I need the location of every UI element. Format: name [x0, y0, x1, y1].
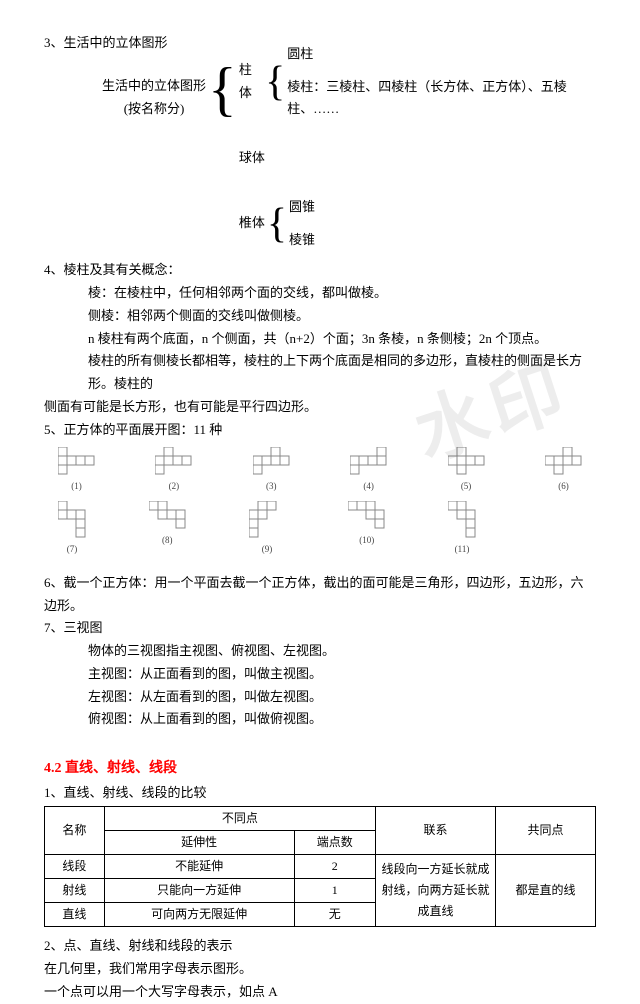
net-icon	[58, 447, 95, 475]
net-item: (4)	[350, 447, 387, 495]
sec42-t1: 1、直线、射线、线段的比较	[44, 782, 596, 805]
net-label: (7)	[67, 542, 78, 558]
net-item: (7)	[58, 501, 86, 558]
r1-ext: 不能延伸	[104, 855, 294, 879]
zhu-b: 棱柱：三棱柱、四棱柱（长方体、正方体）、五棱柱、……	[287, 76, 596, 122]
rel-cell: 线段向一方延长就成射线，向两方延长就成直线	[376, 855, 496, 927]
sec7-l4: 俯视图：从上面看到的图，叫做俯视图。	[44, 708, 596, 731]
r2-name: 射线	[45, 879, 105, 903]
com-cell: 都是直的线	[496, 855, 596, 927]
branch-qiu: 球体	[239, 147, 265, 170]
nets-row1: (1) (2) (3) (4) (5) (6)	[44, 441, 596, 495]
r3-ext: 可向两方无限延伸	[104, 903, 294, 927]
th-ext: 延伸性	[104, 831, 294, 855]
sec4-title: 4、棱柱及其有关概念：	[44, 259, 596, 282]
net-label: (6)	[558, 479, 569, 495]
net-icon	[348, 501, 385, 529]
th-rel: 联系	[376, 807, 496, 855]
sec6-title: 6、截一个正方体：用一个平面去截一个正方体，截出的面可能是三角形，四边形，五边形…	[44, 572, 596, 618]
net-item: (1)	[58, 447, 95, 495]
zhui-b: 棱锥	[289, 229, 315, 252]
th-name: 名称	[45, 807, 105, 855]
sec42-t4: 一个点可以用一个大写字母表示，如点 A	[44, 981, 596, 1004]
net-item: (8)	[149, 501, 186, 558]
brace-zhui: {	[265, 203, 289, 245]
net-item: (11)	[448, 501, 476, 558]
r2-ext: 只能向一方延伸	[104, 879, 294, 903]
net-item: (10)	[348, 501, 385, 558]
net-item: (5)	[448, 447, 485, 495]
net-icon	[155, 447, 192, 475]
brace-main: {	[206, 37, 239, 119]
net-item: (6)	[545, 447, 582, 495]
brace-zhu: {	[263, 61, 287, 103]
net-label: (2)	[169, 479, 180, 495]
net-item: (3)	[253, 447, 290, 495]
sec7-l2: 主视图：从正面看到的图，叫做主视图。	[44, 663, 596, 686]
th-end: 端点数	[294, 831, 375, 855]
branch-zhui: 椎体	[239, 212, 265, 235]
net-label: (4)	[363, 479, 374, 495]
net-icon	[448, 501, 476, 538]
net-icon	[58, 501, 86, 538]
tree-root: 生活中的立体图形 (按名称分)	[102, 37, 206, 121]
r3-end: 无	[294, 903, 375, 927]
th-com: 共同点	[496, 807, 596, 855]
net-label: (3)	[266, 479, 277, 495]
r3-name: 直线	[45, 903, 105, 927]
sec4-l1: 棱：在棱柱中，任何相邻两个面的交线，都叫做棱。	[44, 282, 596, 305]
sec4-l3: n 棱柱有两个底面，n 个侧面，共（n+2）个面；3n 条棱，n 条侧棱；2n …	[44, 328, 596, 351]
net-item: (9)	[249, 501, 286, 558]
net-icon	[149, 501, 186, 529]
sec4-l5: 侧面有可能是长方形，也有可能是平行四边形。	[44, 396, 596, 419]
branch-zhu: 柱体	[239, 59, 263, 105]
sec42-heading: 4.2 直线、射线、线段	[44, 757, 596, 782]
sec7-l3: 左视图：从左面看到的图，叫做左视图。	[44, 686, 596, 709]
zhu-a: 圆柱	[287, 43, 596, 66]
zhui-a: 圆锥	[289, 196, 315, 219]
r2-end: 1	[294, 879, 375, 903]
net-icon	[253, 447, 290, 475]
net-item: (2)	[155, 447, 192, 495]
net-icon	[448, 447, 485, 475]
sec4-l2: 侧棱：相邻两个侧面的交线叫做侧棱。	[44, 305, 596, 328]
nets-row2: (7) (8) (9) (10) (11)	[44, 495, 596, 558]
th-diff: 不同点	[104, 807, 375, 831]
compare-table: 名称 不同点 联系 共同点 延伸性 端点数 线段 不能延伸 2 线段向一方延长就…	[44, 806, 596, 927]
sec42-t2: 2、点、直线、射线和线段的表示	[44, 935, 596, 958]
sec42-t3: 在几何里，我们常用字母表示图形。	[44, 958, 596, 981]
r1-end: 2	[294, 855, 375, 879]
net-label: (8)	[162, 533, 173, 549]
net-icon	[249, 501, 286, 538]
net-label: (1)	[71, 479, 82, 495]
net-label: (9)	[262, 542, 273, 558]
sec5-title: 5、正方体的平面展开图：11 种	[44, 419, 596, 442]
net-icon	[350, 447, 387, 475]
sec7-l1: 物体的三视图指主视图、俯视图、左视图。	[44, 640, 596, 663]
net-icon	[545, 447, 582, 475]
net-label: (5)	[461, 479, 472, 495]
net-label: (11)	[455, 542, 470, 558]
sec7-title: 7、三视图	[44, 617, 596, 640]
r1-name: 线段	[45, 855, 105, 879]
net-label: (10)	[359, 533, 374, 549]
sec4-l4: 棱柱的所有侧棱长都相等，棱柱的上下两个底面是相同的多边形，直棱柱的侧面是长方形。…	[44, 350, 596, 396]
